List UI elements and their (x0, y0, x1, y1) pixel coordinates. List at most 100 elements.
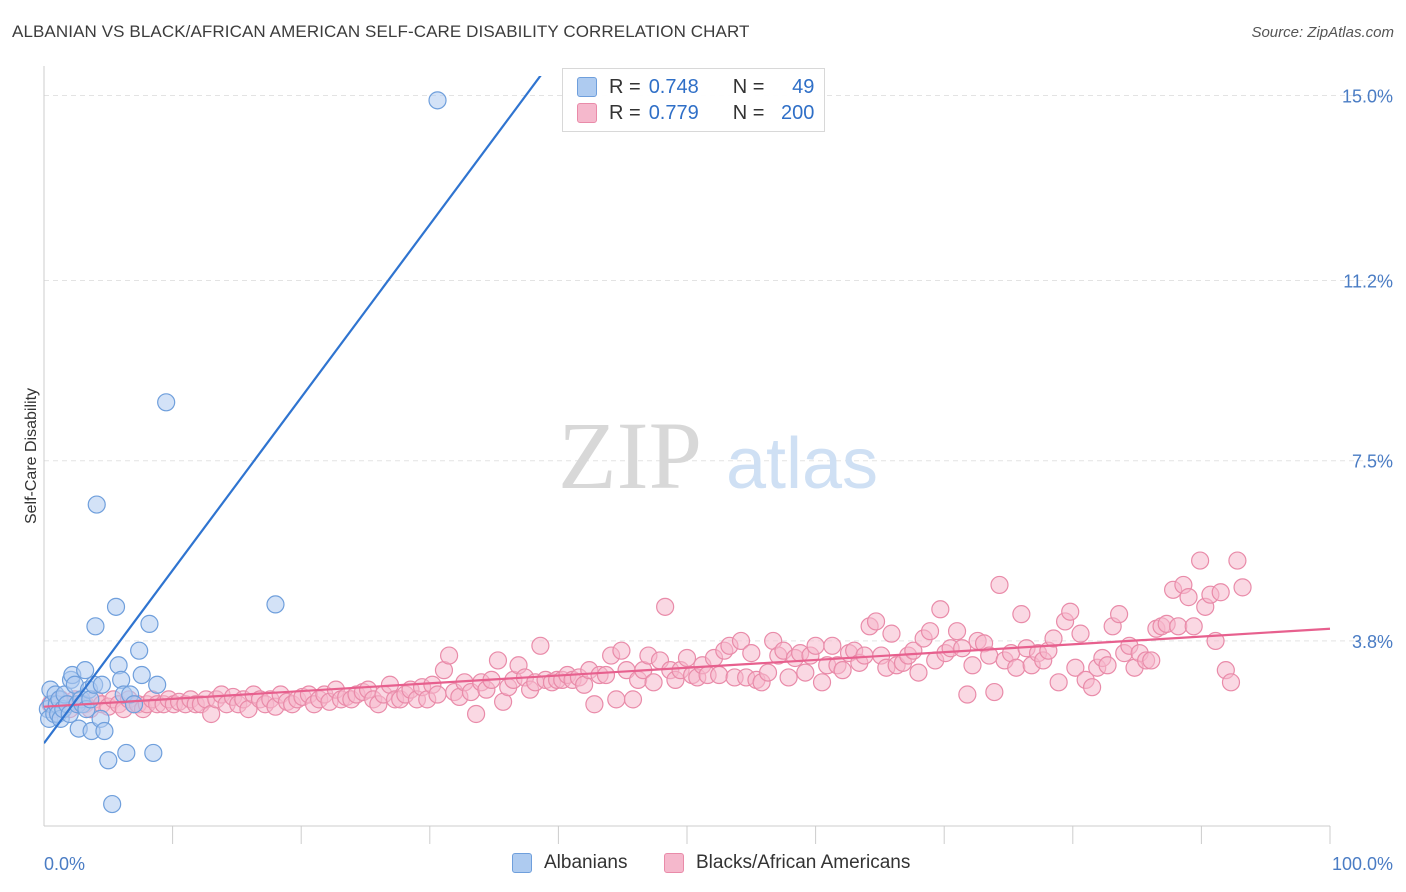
blacks-point-144 (812, 673, 832, 692)
blacks-point-162 (909, 663, 928, 682)
r-label: R = (609, 75, 641, 98)
albanians-point-42 (132, 665, 151, 685)
blacks-point-199 (1109, 605, 1129, 624)
albanians-point-41 (130, 641, 149, 660)
blacks-swatch (577, 103, 597, 123)
blacks-point-181 (1012, 605, 1031, 624)
blacks-n-value: 200 (781, 101, 815, 124)
stats-legend-row-blacks: R = 0.779 N = 200 (577, 101, 814, 125)
blacks-point-197 (1098, 656, 1117, 675)
y-tick-label-1: 7.5% (1352, 452, 1393, 472)
blacks-point-143 (806, 636, 825, 655)
blacks-point-104 (596, 665, 616, 685)
blacks-point-73 (428, 685, 447, 704)
blacks-point-222 (1233, 578, 1252, 597)
blacks-point-75 (439, 646, 459, 665)
blacks-r-value: 0.779 (648, 101, 699, 124)
chart-title: ALBANIAN VS BLACK/AFRICAN AMERICAN SELF-… (12, 22, 750, 41)
blacks-point-166 (931, 600, 950, 619)
albanians-point-27 (86, 617, 105, 636)
albanians-point-33 (103, 794, 122, 814)
albanians-legend-swatch (512, 853, 532, 873)
blacks-point-164 (920, 622, 940, 641)
blacks-point-109 (623, 690, 643, 709)
watermark-atlas: atlas (726, 424, 878, 504)
blacks-point-210 (1169, 617, 1188, 636)
blacks-point-177 (990, 575, 1009, 595)
blacks-point-119 (677, 648, 697, 668)
blacks-point-113 (644, 673, 663, 692)
blacks-point-192 (1071, 624, 1090, 643)
blacks-point-221 (1228, 551, 1247, 570)
blacks-point-220 (1221, 673, 1241, 692)
y-axis-label: Self-Care Disability (23, 388, 40, 524)
blacks-point-190 (1061, 602, 1080, 621)
gridlines (44, 94, 1392, 642)
blacks-point-170 (953, 639, 972, 658)
x-tick-label-min: 0.0% (44, 854, 85, 874)
albanians-n-value: 49 (792, 75, 815, 98)
blacks-point-102 (585, 695, 604, 714)
albanians-point-38 (117, 743, 136, 763)
blacks-point-148 (833, 661, 852, 680)
n-label: N = (732, 75, 765, 98)
blacks-point-107 (612, 641, 631, 660)
y-tick-label-0: 3.8% (1352, 632, 1393, 652)
blacks-point-180 (1007, 658, 1026, 677)
blacks-point-92 (531, 636, 550, 655)
watermark-zip: ZIP (558, 402, 702, 509)
albanians-point-44 (144, 743, 163, 763)
blacks-point-187 (1044, 629, 1063, 648)
source-label: Source: ZipAtlas.com (1251, 24, 1394, 41)
albanians-point-47 (266, 595, 285, 614)
blacks-point-169 (947, 622, 967, 641)
blacks-point-191 (1066, 658, 1085, 677)
blacks-point-205 (1142, 651, 1161, 670)
albanians-point-31 (95, 721, 114, 741)
blacks-point-214 (1191, 551, 1210, 570)
r-label: R = (609, 101, 641, 124)
blacks-point-106 (607, 690, 626, 709)
blacks-trend-line (43, 627, 1331, 708)
blacks-point-157 (882, 624, 901, 643)
blacks-point-84 (488, 651, 508, 670)
albanians-point-48 (428, 91, 447, 110)
blacks-point-213 (1184, 617, 1203, 636)
stats-legend-row-albanians: R = 0.748 N = 49 (577, 75, 814, 99)
blacks-point-80 (466, 704, 486, 724)
blacks-point-212 (1179, 588, 1198, 607)
zipatlas-watermark: ZIP atlas (558, 402, 878, 509)
blacks-point-115 (656, 597, 675, 616)
blacks-point-176 (985, 682, 1004, 702)
albanians-point-21 (76, 661, 95, 680)
albanians-point-46 (157, 393, 176, 412)
albanians-point-28 (87, 495, 106, 514)
albanians-r-value: 0.748 (648, 75, 699, 98)
albanians-point-45 (148, 675, 167, 694)
albanians-trend-line (44, 76, 542, 744)
blacks-legend-label: Blacks/African Americans (696, 852, 911, 873)
albanians-point-32 (99, 751, 118, 770)
blacks-point-146 (823, 636, 842, 655)
legend-item-blacks: Blacks/African Americans (664, 852, 910, 874)
series-blacks-african-americans (41, 551, 1252, 724)
albanians-point-40 (124, 695, 144, 714)
blacks-point-171 (958, 685, 977, 704)
legend-item-albanians: Albanians (512, 852, 627, 874)
blacks-point-138 (779, 668, 798, 687)
blacks-point-131 (742, 644, 761, 663)
albanians-point-34 (106, 597, 126, 616)
blacks-point-129 (731, 631, 751, 651)
stats-legend: R = 0.748 N = 49 R = 0.779 N = 200 (562, 68, 825, 132)
y-tick-label-3: 15.0% (1342, 86, 1393, 106)
blacks-point-188 (1049, 673, 1068, 692)
blacks-point-172 (963, 656, 982, 675)
blacks-legend-swatch (664, 853, 684, 873)
blacks-point-194 (1082, 678, 1102, 697)
n-label: N = (732, 101, 765, 124)
albanians-point-30 (92, 675, 111, 694)
blacks-point-134 (758, 663, 778, 682)
x-tick-label-max: 100.0% (1332, 854, 1393, 874)
trend-lines (43, 76, 1331, 744)
